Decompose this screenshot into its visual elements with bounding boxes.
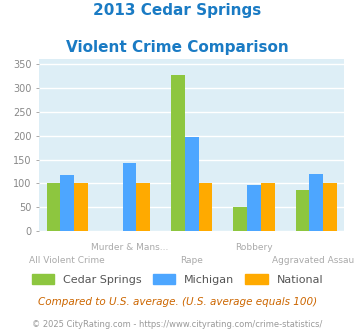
Bar xyxy=(234,207,247,231)
Bar xyxy=(296,190,310,231)
Text: Violent Crime Comparison: Violent Crime Comparison xyxy=(66,40,289,54)
Text: © 2025 CityRating.com - https://www.cityrating.com/crime-statistics/: © 2025 CityRating.com - https://www.city… xyxy=(32,320,323,329)
Bar xyxy=(136,183,150,231)
Bar xyxy=(198,183,212,231)
Text: Robbery: Robbery xyxy=(235,243,273,251)
Text: Rape: Rape xyxy=(180,256,203,265)
Bar xyxy=(60,175,74,231)
Text: Aggravated Assault: Aggravated Assault xyxy=(272,256,355,265)
Bar xyxy=(247,185,261,231)
Bar xyxy=(185,137,198,231)
Bar xyxy=(122,163,136,231)
Bar xyxy=(323,183,337,231)
Text: All Violent Crime: All Violent Crime xyxy=(29,256,105,265)
Bar xyxy=(47,183,60,231)
Text: Compared to U.S. average. (U.S. average equals 100): Compared to U.S. average. (U.S. average … xyxy=(38,297,317,307)
Text: Murder & Mans...: Murder & Mans... xyxy=(91,243,168,251)
Bar xyxy=(310,174,323,231)
Text: 2013 Cedar Springs: 2013 Cedar Springs xyxy=(93,3,262,18)
Bar xyxy=(261,183,274,231)
Bar xyxy=(74,183,88,231)
Legend: Cedar Springs, Michigan, National: Cedar Springs, Michigan, National xyxy=(28,270,327,289)
Bar xyxy=(171,75,185,231)
